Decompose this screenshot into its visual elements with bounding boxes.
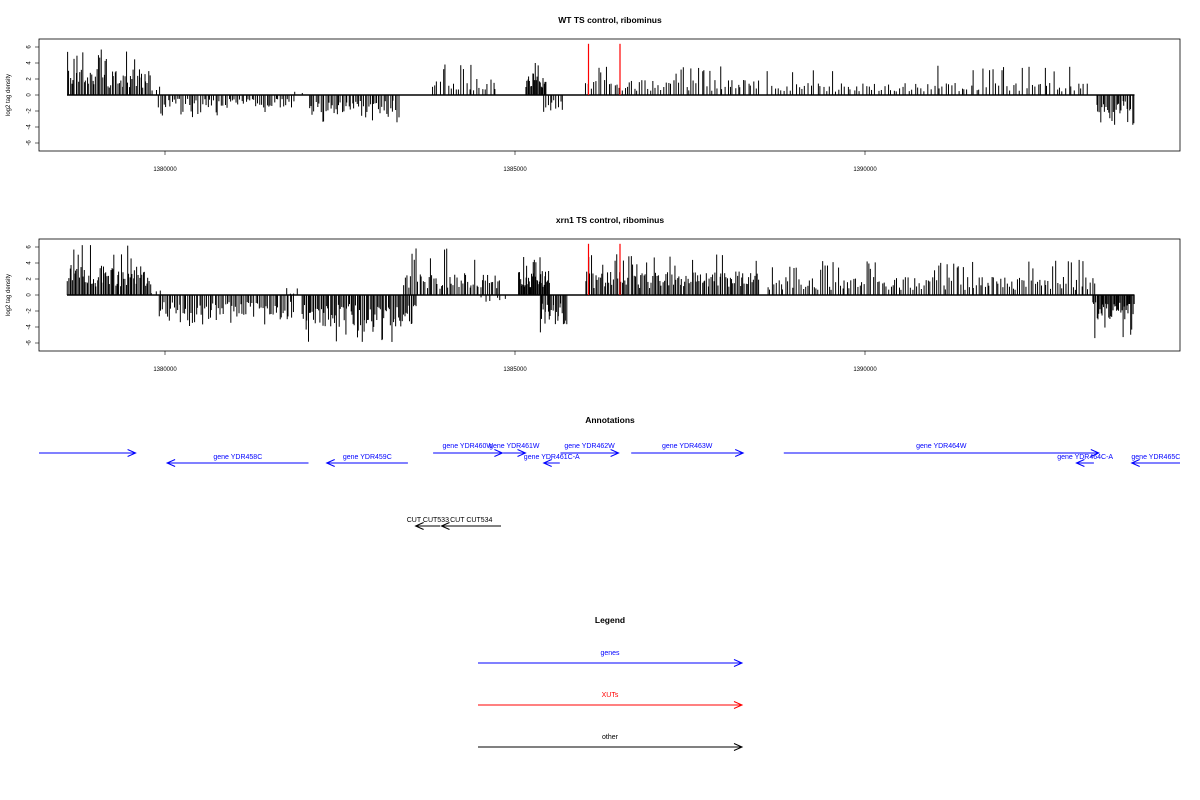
y-tick-label: -6: [27, 340, 33, 346]
annotation-arrow-11: [414, 522, 441, 530]
wt-density-bars: [67, 49, 1135, 125]
y-tick-label: 6: [27, 245, 33, 249]
annotation-label-1: gene YDR458C: [213, 454, 262, 461]
annotation-arrow-0: [39, 449, 137, 457]
annotation-arrow-10-head: [1130, 459, 1140, 467]
xrn1-density-bars: [66, 245, 1135, 342]
y-tick-label: -4: [27, 324, 33, 330]
annotation-arrow-2-head: [325, 459, 335, 467]
x-tick-label: 1390000: [853, 367, 877, 373]
wt-y-ticks: -6 -4 -2 0 2 4 6: [27, 45, 39, 146]
annotation-label-7: gene YDR463W: [662, 443, 713, 450]
xrn1-x-ticks: 1380000 1385000 1390000: [153, 351, 877, 373]
legend-arrow-other: [478, 743, 744, 751]
legend-label-XUTs: XUTs: [602, 692, 619, 699]
x-tick-label: 1390000: [853, 167, 877, 173]
legend-arrow-XUTs: [478, 701, 744, 709]
legend: genes XUTs other: [478, 650, 744, 751]
annotation-arrow-12-head: [440, 522, 450, 530]
annotation-arrow-7: [631, 449, 745, 457]
annotation-arrow-4: [503, 449, 527, 457]
annotation-arrow-1-head: [165, 459, 176, 467]
annotation-arrow-5-head: [542, 459, 552, 467]
annotation-arrow-0-head: [127, 449, 137, 457]
annotation-arrow-6: [560, 449, 620, 457]
legend-arrow-genes: [478, 659, 744, 667]
annotation-label-11: CUT CUT533: [407, 517, 449, 524]
annotation-arrow-3: [433, 449, 504, 457]
annotation-label-6: gene YDR462W: [564, 443, 615, 450]
annotation-label-4: gene YDR461W: [489, 443, 540, 450]
wt-y-axis-label: log2 tag density: [6, 74, 12, 116]
annotation-label-12: CUT CUT534: [450, 517, 492, 524]
annotation-label-2: gene YDR459C: [343, 454, 392, 461]
annotation-arrow-7-head: [734, 449, 745, 457]
y-tick-label: 0: [27, 93, 33, 97]
wt-x-ticks: 1380000 1385000 1390000: [153, 151, 877, 173]
legend-arrow-other-head: [733, 743, 744, 751]
xrn1-track-title: xrn1 TS control, ribominus: [556, 215, 664, 225]
annotation-arrow-6-head: [610, 449, 620, 457]
annotation-arrow-5: [542, 459, 560, 467]
wt-xut-marks: [587, 43, 621, 95]
annotation-arrow-8-head: [1090, 449, 1101, 457]
xrn1-y-axis-label: log2 tag density: [6, 274, 12, 316]
legend-arrow-genes-head: [733, 659, 744, 667]
annotation-label-10: gene YDR465C: [1131, 454, 1180, 461]
legend-arrow-XUTs-head: [733, 701, 744, 709]
annotation-arrow-4-head: [517, 449, 527, 457]
y-tick-label: 2: [27, 77, 33, 81]
wt-track-title: WT TS control, ribominus: [558, 15, 662, 25]
legend-title: Legend: [595, 615, 625, 625]
y-tick-label: 4: [27, 261, 33, 265]
xrn1-xut-marks: [587, 243, 621, 295]
annotation-arrow-1: [165, 459, 309, 467]
annotation-label-3: gene YDR460W: [443, 443, 494, 450]
annotation-label-5: gene YDR461C-A: [524, 454, 580, 461]
annotations-title: Annotations: [585, 415, 635, 425]
xrn1-track-panel: xrn1 TS control, ribominus log2 tag dens…: [6, 215, 1181, 373]
legend-label-other: other: [602, 734, 619, 741]
xrn1-y-ticks: -6 -4 -2 0 2 4 6: [27, 245, 39, 346]
annotation-arrow-2: [325, 459, 408, 467]
x-tick-label: 1380000: [153, 367, 177, 373]
y-tick-label: 0: [27, 293, 33, 297]
y-tick-label: -2: [27, 108, 33, 114]
y-tick-label: 2: [27, 277, 33, 281]
annotation-label-8: gene YDR464W: [916, 443, 967, 450]
y-tick-label: 6: [27, 45, 33, 49]
y-tick-label: -4: [27, 124, 33, 130]
x-tick-label: 1385000: [503, 167, 527, 173]
y-tick-label: 4: [27, 61, 33, 65]
annotation-arrow-3-head: [494, 449, 504, 457]
annotation-arrow-9-head: [1075, 459, 1085, 467]
annotation-arrow-8: [783, 449, 1101, 457]
annotation-arrow-10: [1130, 459, 1180, 467]
legend-label-genes: genes: [600, 650, 620, 657]
wt-track-panel: WT TS control, ribominus log2 tag densit…: [6, 15, 1181, 173]
y-tick-label: -2: [27, 308, 33, 314]
x-tick-label: 1380000: [153, 167, 177, 173]
x-tick-label: 1385000: [503, 367, 527, 373]
annotation-arrow-12: [440, 522, 501, 530]
annotation-arrow-9: [1075, 459, 1094, 467]
annotation-label-9: gene YDR464C-A: [1057, 454, 1113, 461]
annotation-arrow-11-head: [414, 522, 424, 530]
y-tick-label: -6: [27, 140, 33, 146]
